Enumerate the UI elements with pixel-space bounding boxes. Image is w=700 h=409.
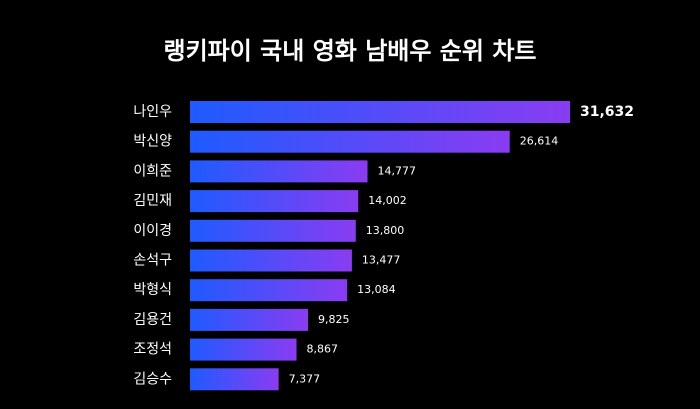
bar	[190, 279, 348, 302]
bar	[190, 368, 279, 391]
category-label: 조정석	[133, 342, 172, 358]
category-label: 나인우	[133, 104, 172, 120]
category-label: 박신양	[133, 134, 172, 150]
value-label: 8,867	[307, 343, 339, 356]
bar	[190, 130, 510, 153]
value-label: 13,477	[362, 254, 401, 267]
bar	[190, 308, 309, 331]
category-label: 김민재	[133, 193, 172, 209]
category-label: 김용건	[133, 312, 172, 328]
category-label: 김승수	[133, 371, 172, 387]
value-label: 26,614	[520, 135, 559, 148]
category-label: 이이경	[133, 223, 172, 239]
value-label: 31,632	[580, 104, 634, 120]
value-label: 13,800	[366, 224, 405, 237]
value-label: 7,377	[289, 372, 321, 385]
chart-title: 랭키파이 국내 영화 남배우 순위 차트	[164, 37, 537, 65]
bar	[190, 190, 359, 213]
value-label: 14,002	[368, 194, 407, 207]
value-label: 9,825	[318, 313, 350, 326]
category-label: 이희준	[133, 163, 172, 179]
value-label: 14,777	[378, 164, 417, 177]
value-label: 13,084	[357, 283, 396, 296]
bar	[190, 101, 570, 123]
bar	[190, 249, 352, 272]
bar	[190, 160, 368, 183]
bar	[190, 338, 297, 361]
bar	[190, 219, 356, 242]
category-label: 손석구	[133, 253, 172, 269]
category-label: 박형식	[133, 282, 172, 298]
